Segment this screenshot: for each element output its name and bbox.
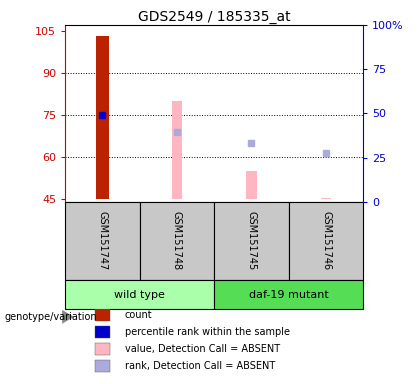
Bar — [246, 171, 257, 199]
Text: daf-19 mutant: daf-19 mutant — [249, 290, 328, 300]
Bar — [95, 309, 110, 321]
Bar — [172, 101, 182, 199]
Title: GDS2549 / 185335_at: GDS2549 / 185335_at — [138, 10, 291, 24]
Text: GSM151745: GSM151745 — [247, 211, 257, 270]
Text: wild type: wild type — [114, 290, 165, 300]
Bar — [139, 202, 214, 280]
Text: rank, Detection Call = ABSENT: rank, Detection Call = ABSENT — [125, 361, 275, 371]
Text: GSM151747: GSM151747 — [97, 211, 108, 270]
Text: GSM151748: GSM151748 — [172, 211, 182, 270]
Bar — [321, 198, 331, 199]
Bar — [95, 326, 110, 338]
Bar — [96, 36, 109, 199]
Polygon shape — [62, 310, 74, 324]
Bar — [95, 360, 110, 372]
Bar — [214, 280, 363, 310]
Bar — [95, 343, 110, 356]
Bar — [289, 202, 363, 280]
Bar — [214, 202, 289, 280]
Text: GSM151746: GSM151746 — [321, 211, 331, 270]
Text: genotype/variation: genotype/variation — [4, 312, 97, 322]
Bar — [65, 280, 214, 310]
Text: percentile rank within the sample: percentile rank within the sample — [125, 327, 290, 337]
Bar — [65, 202, 139, 280]
Text: value, Detection Call = ABSENT: value, Detection Call = ABSENT — [125, 344, 280, 354]
Text: count: count — [125, 310, 152, 320]
